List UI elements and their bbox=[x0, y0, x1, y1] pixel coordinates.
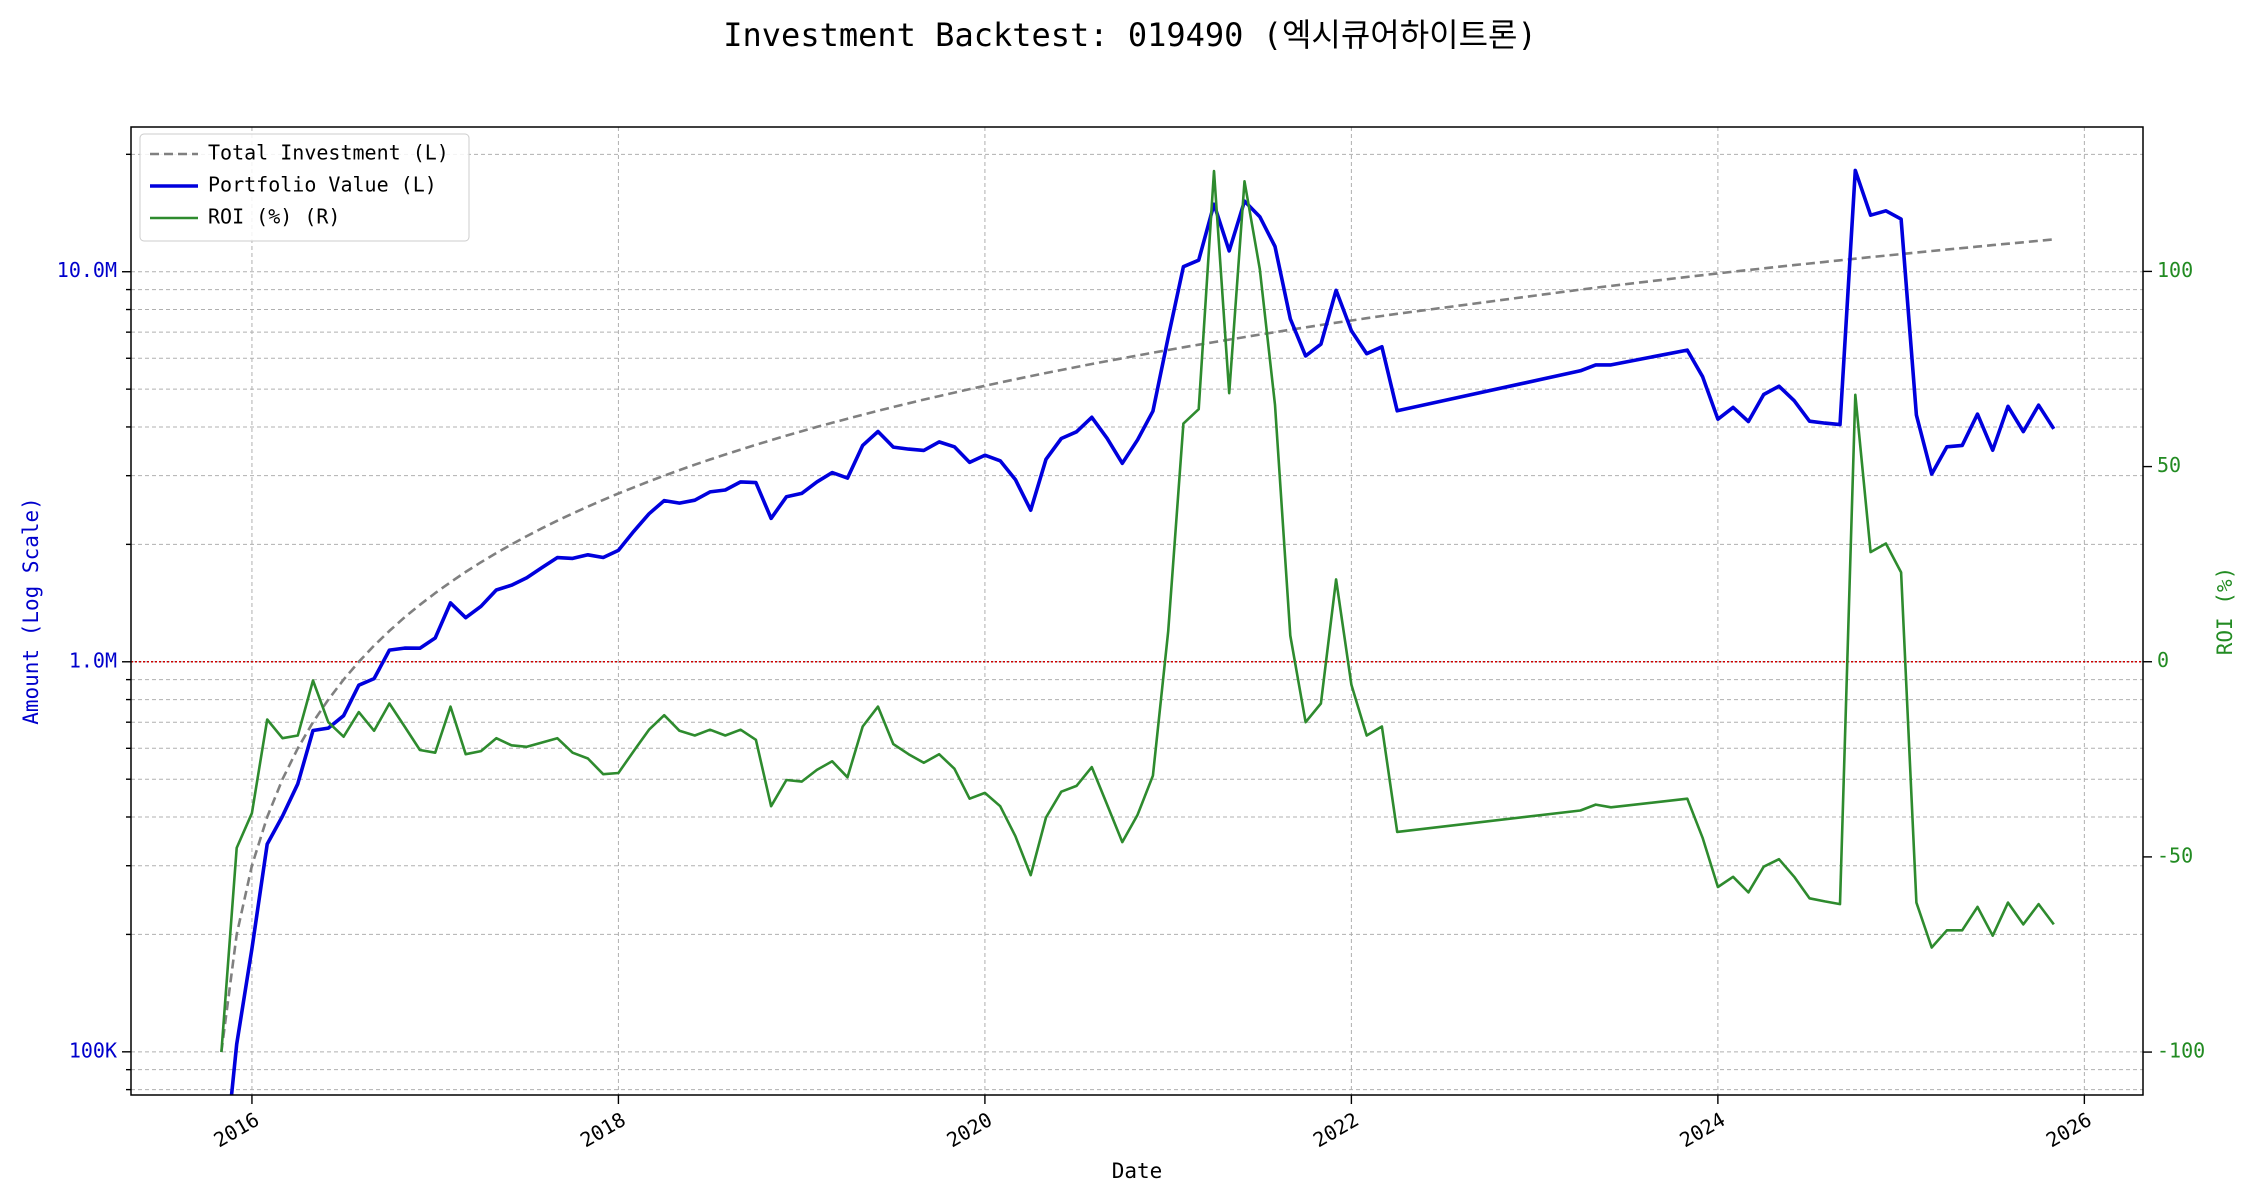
plot-frame bbox=[130, 126, 2144, 1096]
legend-label: Portfolio Value (L) bbox=[208, 173, 437, 197]
chart-title: Investment Backtest: 019490 (엑시큐어하이트론) bbox=[723, 16, 1537, 54]
y2-tick-label: 100 bbox=[2157, 258, 2193, 282]
y2-tick-label: 50 bbox=[2157, 453, 2181, 477]
x-tick-label: 2026 bbox=[2042, 1107, 2096, 1152]
y2-tick-label: -50 bbox=[2157, 843, 2193, 867]
y2-axis-label: ROI (%) bbox=[2213, 567, 2237, 656]
x-tick-label: 2016 bbox=[209, 1107, 263, 1152]
x-tick-label: 2018 bbox=[576, 1107, 630, 1152]
y2-tick-label: -100 bbox=[2157, 1039, 2205, 1063]
y-tick-label: 10.0M bbox=[57, 258, 117, 282]
y-tick-label: 100K bbox=[69, 1038, 117, 1062]
x-tick-label: 2024 bbox=[1675, 1107, 1729, 1152]
x-tick-label: 2020 bbox=[942, 1107, 996, 1152]
x-tick-label: 2022 bbox=[1309, 1107, 1363, 1152]
legend-label: ROI (%) (R) bbox=[208, 205, 340, 229]
legend-box bbox=[139, 133, 470, 242]
y-tick-label: 1.0M bbox=[69, 648, 117, 672]
y2-tick-label: 0 bbox=[2157, 648, 2169, 672]
series-line bbox=[229, 168, 2056, 1095]
legend-label: Total Investment (L) bbox=[208, 141, 449, 165]
y-axis-label: Amount (Log Scale) bbox=[19, 497, 43, 725]
series-line bbox=[220, 238, 2054, 1052]
series-line bbox=[220, 169, 2055, 1053]
x-axis-label: Date bbox=[1112, 1159, 1163, 1183]
plot-area bbox=[220, 168, 2056, 1095]
